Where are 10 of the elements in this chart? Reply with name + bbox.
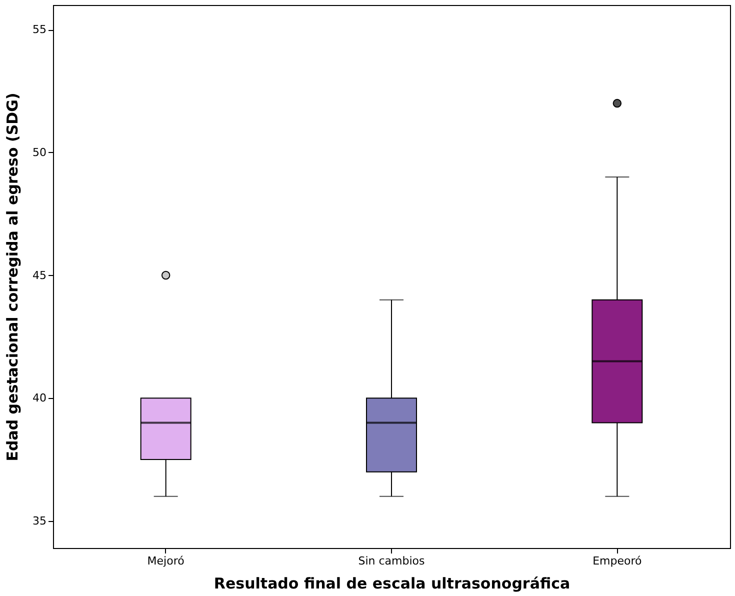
y-tick-label: 55 <box>32 23 46 36</box>
y-tick-label: 45 <box>32 268 46 282</box>
x-axis-title: Resultado final de escala ultrasonográfica <box>214 574 570 592</box>
y-tick-label: 40 <box>32 392 46 405</box>
y-tick-label: 35 <box>32 514 46 528</box>
x-tick-label: Sin cambios <box>358 554 426 568</box>
x-tick-label: Empeoró <box>592 554 642 568</box>
y-tick-label: 50 <box>32 146 46 159</box>
x-tick-label: Mejoró <box>147 554 185 568</box>
y-axis-title: Edad gestacional corregida al egreso (SDG) <box>4 92 22 462</box>
